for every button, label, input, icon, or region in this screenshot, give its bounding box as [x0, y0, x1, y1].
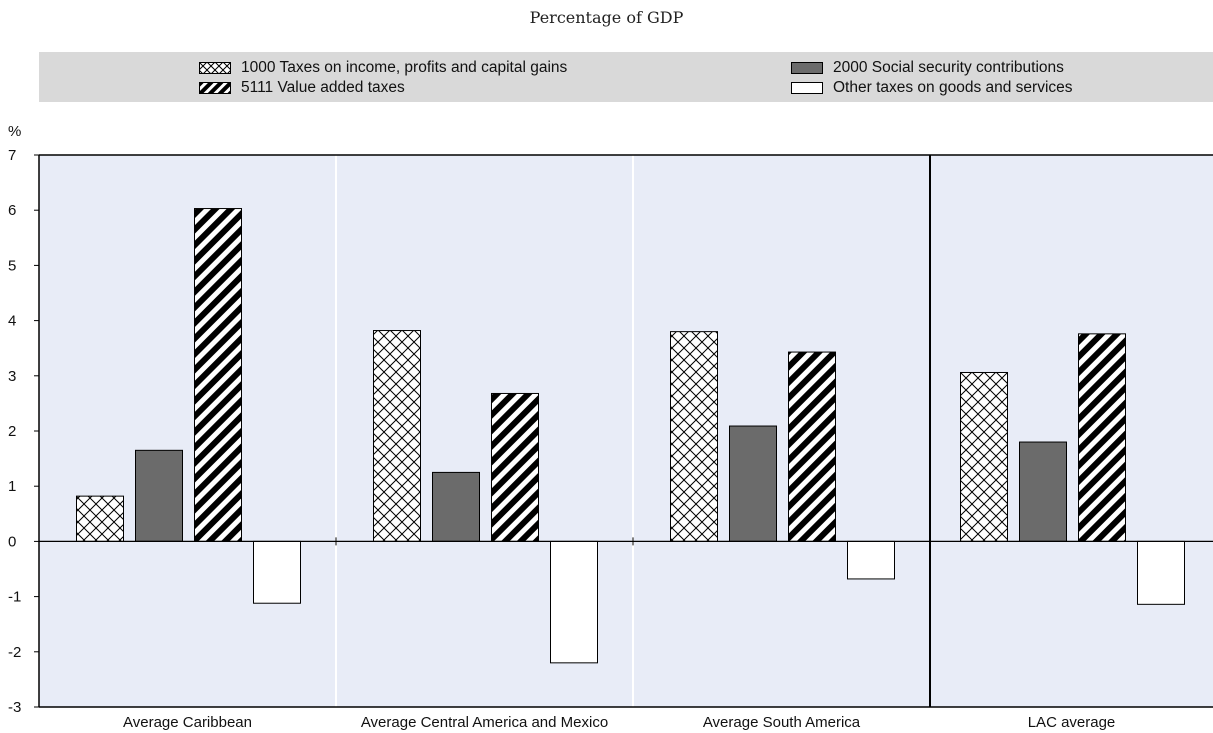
- legend-swatch-stripes: [199, 82, 231, 94]
- bar-vat: [788, 351, 836, 542]
- y-tick-label: -3: [8, 699, 21, 716]
- bar-other-taxes: [253, 540, 301, 604]
- bar-other-taxes: [550, 540, 598, 664]
- bar-income-tax: [76, 495, 124, 542]
- y-tick-label: 6: [8, 202, 16, 219]
- legend-item-income-taxes: 1000 Taxes on income, profits and capita…: [199, 58, 567, 78]
- legend-swatch-white: [791, 82, 823, 94]
- bar-social-security: [729, 425, 777, 542]
- bar-vat: [194, 208, 242, 542]
- legend-label: 1000 Taxes on income, profits and capita…: [241, 59, 568, 76]
- bar-vat: [491, 392, 539, 542]
- category-label: Average South America: [703, 714, 861, 731]
- chart-subtitle: Percentage of GDP: [529, 8, 684, 27]
- y-tick-label: 0: [8, 533, 16, 550]
- legend-label: Other taxes on goods and services: [833, 79, 1073, 96]
- y-tick-label: 3: [8, 368, 16, 385]
- y-tick-label: 2: [8, 423, 16, 440]
- bar-social-security: [135, 449, 183, 542]
- y-tick-label: 4: [8, 313, 16, 330]
- legend-label: 2000 Social security contributions: [833, 59, 1064, 76]
- legend: 1000 Taxes on income, profits and capita…: [39, 52, 1213, 102]
- legend-item-social-security: 2000 Social security contributions: [791, 58, 1064, 78]
- bar-income-tax: [670, 331, 718, 542]
- y-axis-unit: %: [8, 123, 21, 140]
- y-tick-label: 5: [8, 257, 16, 274]
- y-tick-label: -2: [8, 644, 21, 661]
- bar-social-security: [1019, 441, 1067, 542]
- legend-swatch-crosshatch: [199, 62, 231, 74]
- category-label: Average Central America and Mexico: [361, 714, 608, 731]
- y-tick-label: -1: [8, 589, 21, 606]
- bar-income-tax: [373, 330, 421, 542]
- y-tick-label: 7: [8, 147, 16, 164]
- legend-swatch-gray: [791, 62, 823, 74]
- legend-item-other-taxes: Other taxes on goods and services: [791, 78, 1073, 98]
- legend-label: 5111 Value added taxes: [241, 79, 405, 96]
- bar-other-taxes: [1137, 540, 1185, 605]
- bar-income-tax: [960, 371, 1008, 542]
- category-label: LAC average: [1028, 714, 1116, 731]
- bar-other-taxes: [847, 540, 895, 580]
- bar-vat: [1078, 333, 1126, 542]
- bar-social-security: [432, 471, 480, 542]
- y-tick-label: 1: [8, 478, 16, 495]
- legend-item-vat: 5111 Value added taxes: [199, 78, 405, 98]
- category-label: Average Caribbean: [123, 714, 252, 731]
